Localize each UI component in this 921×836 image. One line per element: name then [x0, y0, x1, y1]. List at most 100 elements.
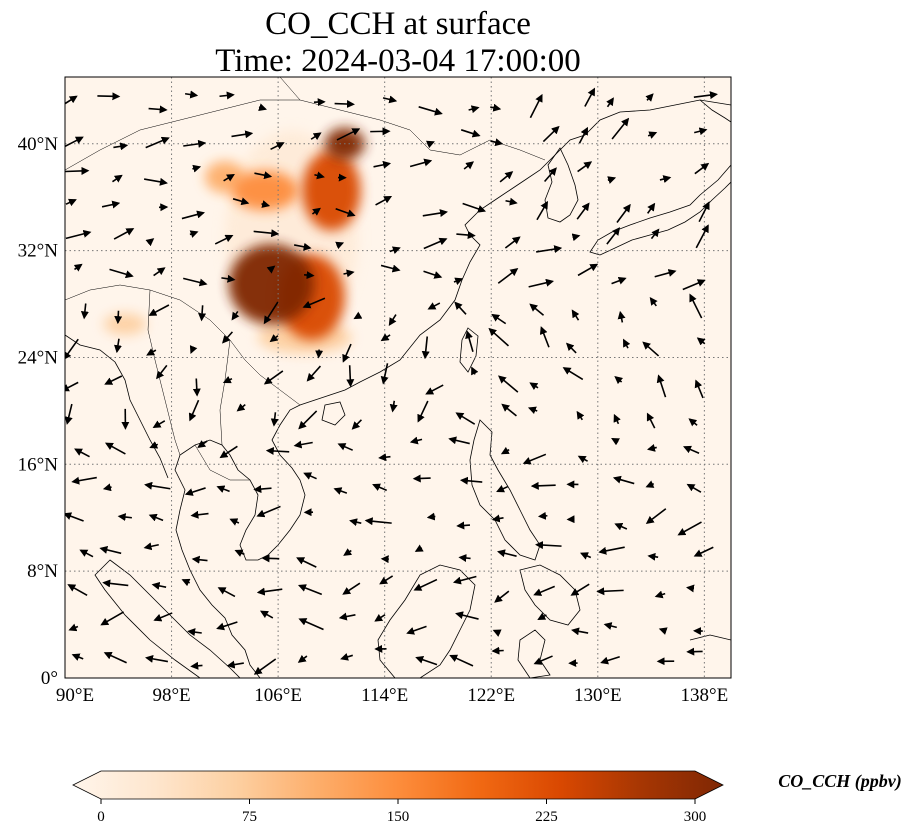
- wind-arrow: [498, 375, 519, 393]
- wind-arrow: [623, 338, 631, 349]
- longitude-tick-label: 138°E: [681, 685, 729, 706]
- wind-arrow: [189, 230, 199, 238]
- colorbar-ticks: 0 75 150 225 300: [97, 799, 706, 825]
- longitude-tick-label: 130°E: [574, 685, 622, 706]
- wind-arrow: [342, 343, 352, 363]
- wind-arrow: [656, 374, 667, 398]
- wind-arrow: [152, 420, 166, 428]
- wind-arrow: [614, 375, 624, 385]
- latitude-tick-label: 40°N: [18, 134, 59, 155]
- wind-arrow: [253, 485, 272, 494]
- wind-arrow: [389, 246, 401, 254]
- wind-arrow: [415, 655, 438, 666]
- wind-arrow: [658, 627, 668, 635]
- wind-arrow: [156, 364, 168, 380]
- colorbar-label: CO_CCH (ppbv): [778, 771, 902, 792]
- wind-arrow: [67, 584, 88, 596]
- wind-arrow: [462, 202, 487, 213]
- wind-arrow: [580, 552, 592, 560]
- wind-arrow: [190, 510, 209, 519]
- wind-arrow: [253, 229, 280, 238]
- wind-arrow: [533, 655, 553, 665]
- wind-arrow: [113, 338, 122, 354]
- wind-arrow: [612, 475, 635, 485]
- wind-arrow: [537, 511, 548, 520]
- wind-arrow: [189, 345, 198, 355]
- wind-arrow: [646, 202, 656, 214]
- wind-arrow: [491, 646, 504, 655]
- wind-arrow: [611, 277, 627, 285]
- wind-arrow: [456, 231, 476, 240]
- wind-arrow: [491, 514, 504, 523]
- wind-arrow: [378, 453, 391, 462]
- wind-arrow: [683, 445, 700, 455]
- wind-arrow: [492, 629, 502, 637]
- wind-arrow: [686, 584, 695, 593]
- wind-arrow: [455, 611, 479, 620]
- wind-arrow: [542, 125, 560, 143]
- wind-arrow: [214, 234, 234, 245]
- wind-arrow: [153, 267, 166, 277]
- wind-arrow: [409, 436, 423, 445]
- wind-arrow: [421, 336, 430, 360]
- wind-arrow: [696, 337, 706, 346]
- wind-arrow: [448, 436, 470, 445]
- wind-arrow: [533, 585, 556, 596]
- title-line-2: Time: 2024-03-04 17:00:00: [215, 43, 580, 79]
- wind-arrow: [184, 90, 199, 99]
- wind-arrow: [232, 197, 250, 206]
- wind-arrow: [659, 175, 672, 183]
- wind-arrow: [694, 162, 710, 175]
- wind-arrow: [221, 274, 236, 283]
- longitude-tick-labels: 90°E 98°E 106°E 114°E 122°E 130°E 138°E: [56, 685, 728, 706]
- wind-arrow: [102, 483, 112, 492]
- wind-arrow: [263, 301, 279, 325]
- wind-arrow: [102, 579, 129, 588]
- wind-arrow: [571, 627, 589, 636]
- wind-arrow: [388, 314, 397, 326]
- wind-arrow: [310, 132, 322, 141]
- wind-arrow: [99, 546, 122, 555]
- wind-arrow: [686, 483, 702, 493]
- wind-arrow: [79, 549, 94, 558]
- wind-arrow: [497, 549, 517, 558]
- wind-arrow: [642, 341, 660, 357]
- map-panel: [64, 76, 732, 679]
- map-background: [65, 77, 731, 678]
- wind-arrow: [68, 623, 79, 632]
- wind-arrow: [499, 171, 514, 183]
- wind-arrow: [677, 521, 702, 536]
- wind-arrow: [343, 548, 353, 556]
- wind-arrow: [693, 546, 714, 557]
- wind-arrow: [455, 412, 476, 425]
- wind-arrow: [423, 237, 448, 250]
- wind-arrow: [231, 310, 240, 321]
- wind-arrow: [468, 105, 480, 114]
- wind-arrow: [423, 270, 443, 279]
- wind-arrow: [501, 403, 517, 417]
- wind-arrow: [143, 177, 168, 186]
- wind-arrow: [382, 95, 398, 104]
- wind-arrow: [459, 476, 483, 485]
- wind-arrow: [530, 481, 556, 490]
- wind-arrow: [456, 521, 471, 530]
- wind-arrow: [335, 208, 356, 217]
- wind-arrow: [488, 327, 510, 347]
- wind-arrow: [565, 342, 577, 354]
- co-plume: [302, 150, 361, 231]
- wind-arrow: [73, 263, 83, 272]
- wind-arrow: [270, 412, 279, 427]
- wind-arrow: [311, 207, 321, 216]
- wind-arrow: [646, 412, 656, 429]
- wind-arrow: [80, 303, 89, 320]
- wind-arrow: [183, 277, 208, 287]
- wind-arrow: [374, 613, 386, 622]
- wind-arrow: [465, 330, 474, 352]
- wind-arrow: [694, 379, 704, 399]
- wind-arrow: [494, 590, 510, 603]
- wind-arrow: [145, 238, 155, 247]
- wind-arrow: [349, 518, 362, 527]
- wind-arrow: [353, 311, 363, 320]
- wind-arrow: [654, 269, 677, 278]
- wind-arrow: [693, 91, 718, 100]
